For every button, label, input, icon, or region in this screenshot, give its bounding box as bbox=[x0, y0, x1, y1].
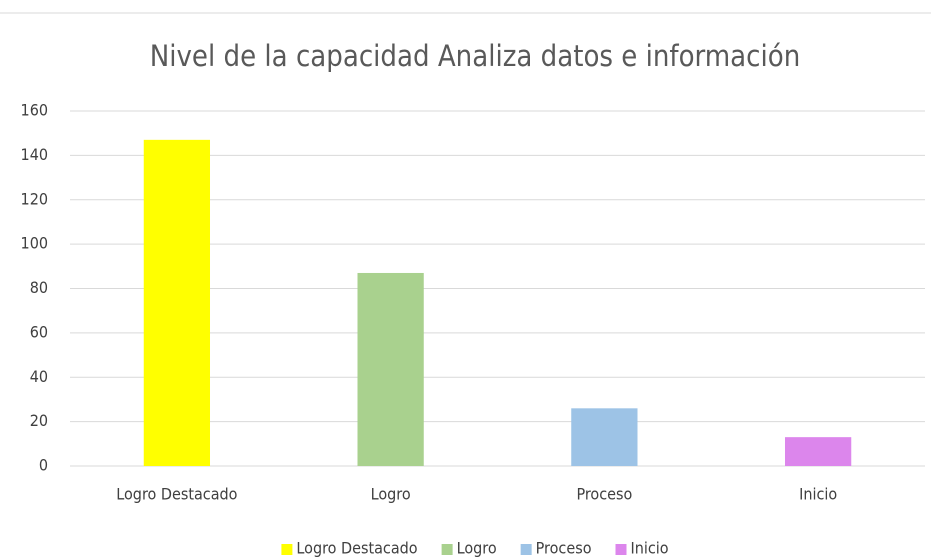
y-tick-label: 20 bbox=[30, 411, 48, 430]
y-tick-label: 100 bbox=[21, 234, 48, 253]
legend-label: Logro Destacado bbox=[296, 539, 417, 558]
y-tick-label: 140 bbox=[21, 145, 48, 164]
legend-swatch bbox=[520, 544, 532, 555]
y-tick-label: 0 bbox=[39, 456, 48, 475]
chart-title: Nivel de la capacidad Analiza datos e in… bbox=[150, 39, 801, 73]
y-tick-label: 40 bbox=[30, 367, 48, 386]
x-tick-label: Proceso bbox=[576, 485, 632, 504]
legend-swatch bbox=[615, 544, 627, 555]
bar bbox=[571, 408, 638, 466]
x-tick-label: Inicio bbox=[799, 485, 837, 504]
x-tick-label: Logro bbox=[371, 485, 411, 504]
bar bbox=[357, 272, 424, 466]
bar bbox=[784, 437, 852, 466]
y-tick-label: 160 bbox=[21, 101, 48, 120]
legend-swatch bbox=[281, 544, 293, 555]
x-tick-label: Logro Destacado bbox=[116, 485, 237, 504]
y-tick-label: 60 bbox=[30, 322, 48, 341]
bar bbox=[143, 139, 211, 466]
y-tick-label: 80 bbox=[30, 278, 48, 297]
legend-label: Inicio bbox=[631, 539, 669, 558]
legend-label: Proceso bbox=[536, 539, 592, 558]
legend-swatch bbox=[441, 544, 453, 555]
legend-label: Logro bbox=[457, 539, 497, 558]
y-tick-label: 120 bbox=[21, 189, 48, 208]
